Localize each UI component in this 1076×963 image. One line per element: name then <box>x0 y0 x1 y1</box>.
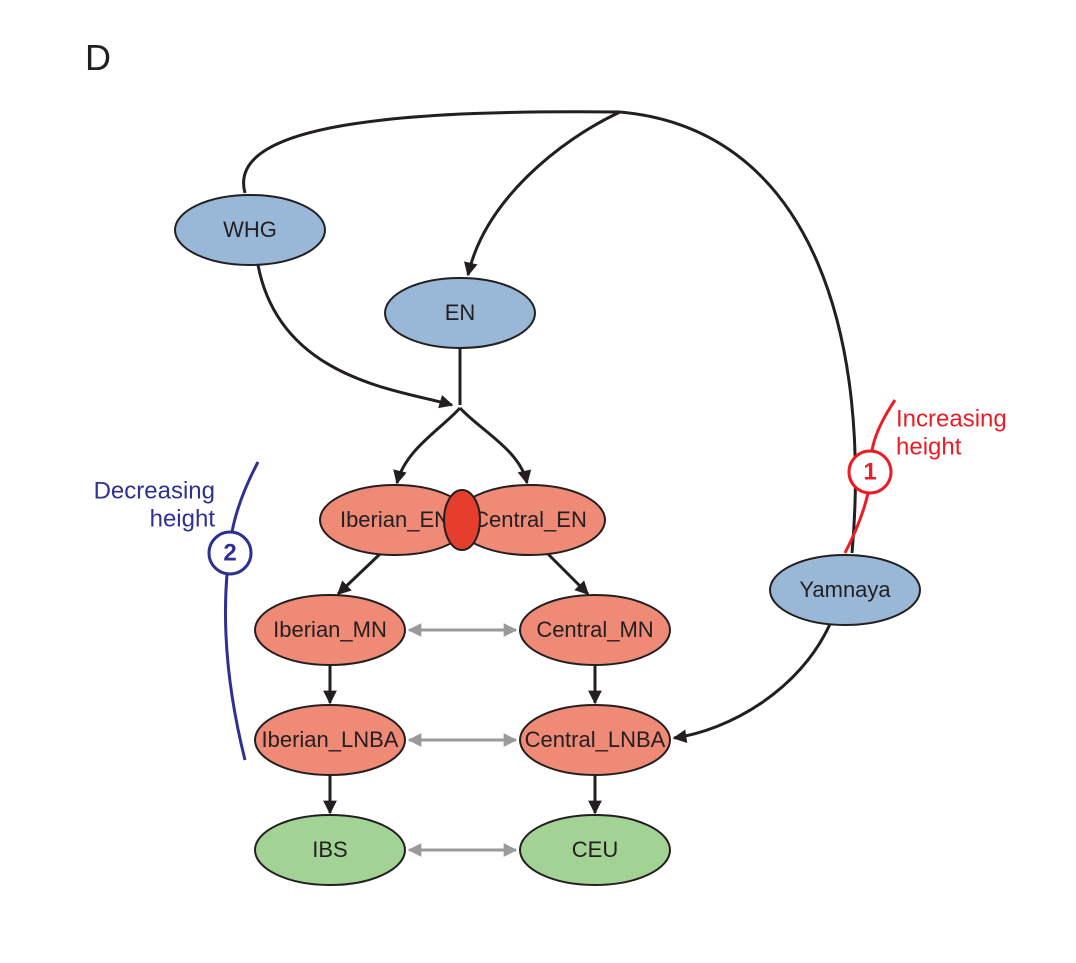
node-Iberian_LNBA: Iberian_LNBA <box>255 705 405 775</box>
annotation-number-decreasing: 2 <box>223 539 236 566</box>
annotation-number-increasing: 1 <box>863 458 876 485</box>
annotation-line-increasing-a <box>872 400 895 451</box>
annotation-line-decreasing-a <box>232 462 258 532</box>
edge-IbEN-to-IbMN <box>338 554 380 594</box>
node-Yamnaya: Yamnaya <box>770 555 920 625</box>
nodes-layer: WHG EN Yamnaya Central_EN Iberian_EN Iberian_… <box>175 195 920 885</box>
edge-root-to-WHG <box>244 112 620 193</box>
edge-CeEN-to-CeMN <box>548 554 588 594</box>
node-overlap-lens <box>444 490 480 550</box>
annotation-decreasing: 2 Decreasingheight <box>94 462 258 760</box>
edge-root-to-Yamnaya <box>620 112 855 553</box>
node-label-CEU: CEU <box>572 837 618 862</box>
annotation-label1-decreasing: Decreasing <box>94 477 215 504</box>
node-Iberian_MN: Iberian_MN <box>255 595 405 665</box>
node-label-IBS: IBS <box>312 837 347 862</box>
node-label-Iberian_MN: Iberian_MN <box>273 617 387 642</box>
edge-merge-to-IbEN <box>397 408 460 483</box>
annotation-label2-increasing: height <box>896 433 962 460</box>
node-IBS: IBS <box>255 815 405 885</box>
node-label-Yamnaya: Yamnaya <box>799 577 891 602</box>
annotation-label1-increasing: Increasing <box>896 405 1007 432</box>
node-label-Central_MN: Central_MN <box>536 617 653 642</box>
edge-merge-to-CeEN <box>460 408 527 483</box>
edge-root-to-EN <box>468 112 620 275</box>
annotation-line-decreasing-b <box>225 574 245 760</box>
node-label-WHG: WHG <box>223 217 277 242</box>
node-Central_LNBA: Central_LNBA <box>520 705 670 775</box>
node-EN: EN <box>385 278 535 348</box>
edges-grey <box>409 630 516 850</box>
node-WHG: WHG <box>175 195 325 265</box>
node-label-Central_LNBA: Central_LNBA <box>525 727 666 752</box>
node-CEU: CEU <box>520 815 670 885</box>
node-label-Central_EN: Central_EN <box>473 507 587 532</box>
node-label-EN: EN <box>445 300 476 325</box>
annotation-label2-decreasing: height <box>150 505 216 532</box>
edge-Yam-to-CeLNBA <box>674 624 830 738</box>
node-Central_MN: Central_MN <box>520 595 670 665</box>
panel-label: D <box>85 37 111 78</box>
node-label-Iberian_LNBA: Iberian_LNBA <box>262 727 399 752</box>
node-label-Iberian_EN: Iberian_EN <box>340 507 450 532</box>
annotation-increasing: 1 Increasingheight <box>845 400 1007 553</box>
